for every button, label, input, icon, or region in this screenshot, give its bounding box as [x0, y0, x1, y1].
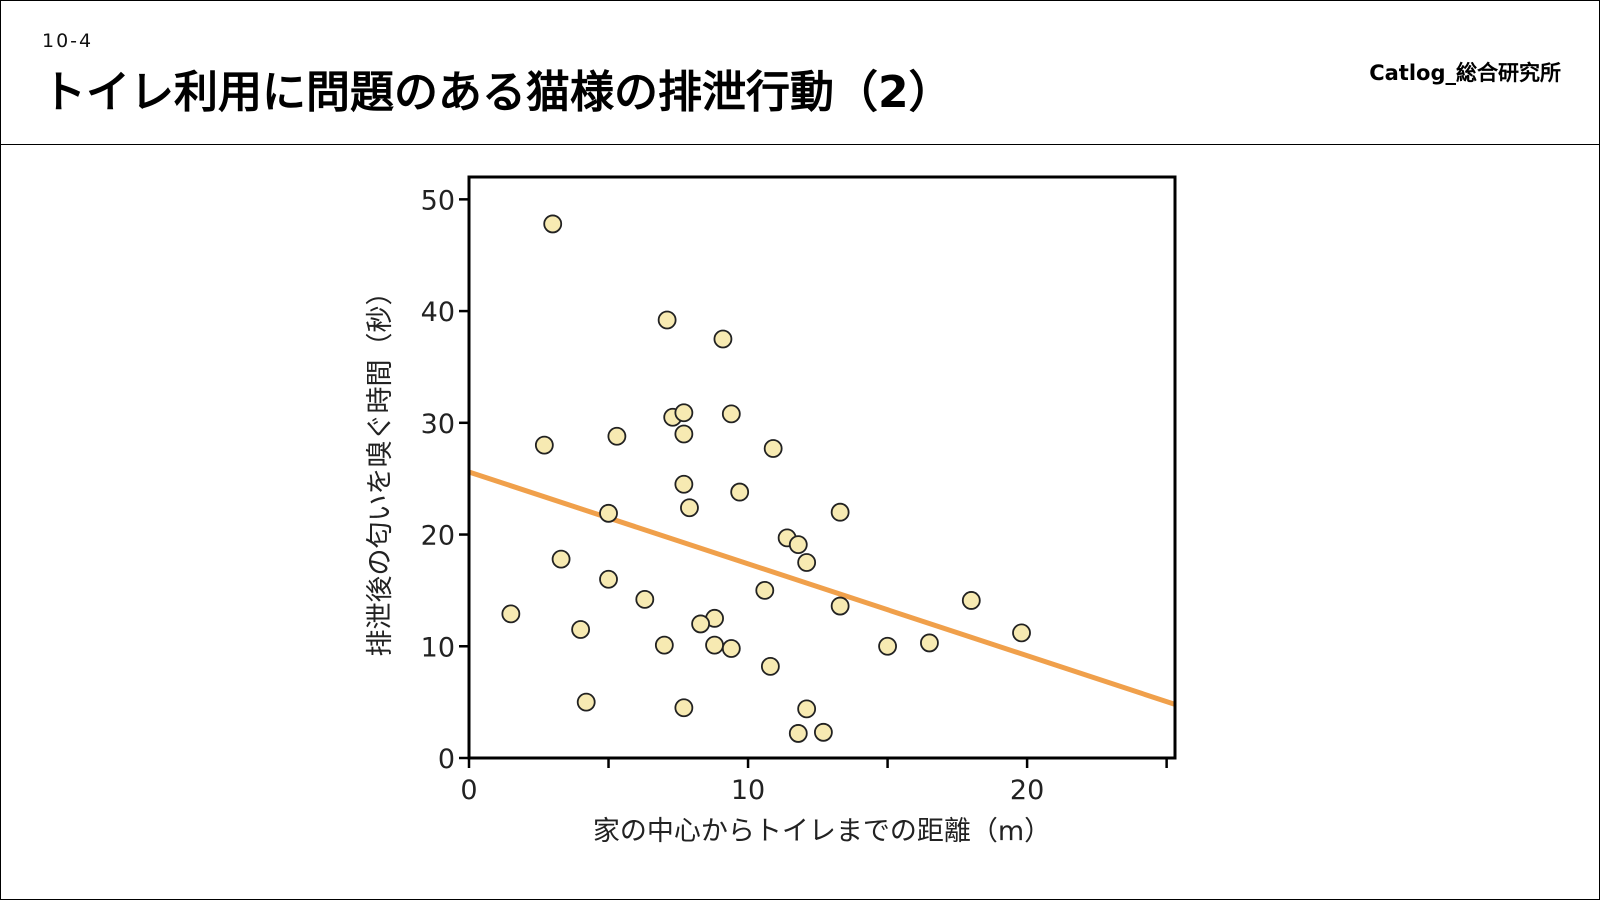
- x-tick-label: 0: [460, 775, 477, 806]
- y-tick-label: 20: [421, 521, 455, 552]
- trend-line: [468, 469, 1176, 707]
- data-point: [721, 404, 741, 424]
- plot-frame: [467, 175, 1177, 760]
- y-tick-label: 30: [421, 409, 455, 440]
- scatter-chart: 0 10 20 0 10 20 30 40 50 家の中心からトイレまでの距離（m） 排泄後の匂…: [365, 175, 1177, 847]
- data-point: [730, 482, 750, 502]
- data-point: [576, 692, 596, 712]
- data-point: [721, 639, 741, 658]
- y-tick-label: 10: [421, 632, 455, 663]
- data-point: [813, 722, 833, 742]
- data-point: [680, 498, 699, 518]
- data-point: [674, 698, 694, 718]
- data-point: [691, 614, 711, 634]
- y-axis-label: 排泄後の匂いを嗅ぐ時間（秒）: [365, 279, 396, 657]
- data-point: [599, 503, 618, 523]
- data-point: [878, 636, 897, 656]
- data-point: [713, 329, 733, 349]
- data-point: [830, 596, 850, 616]
- y-tick-label: 50: [421, 185, 455, 216]
- data-point: [797, 553, 817, 572]
- data-point: [551, 549, 571, 569]
- brand-logo-text: Catlog_総合研究所: [1369, 61, 1561, 85]
- slide-header: 10-4 トイレ利用に問題のある猫様の排泄行動（2） Catlog_総合研究所: [1, 1, 1599, 145]
- data-point: [920, 633, 939, 653]
- data-point: [657, 310, 677, 330]
- x-tick-label: 20: [1010, 775, 1044, 806]
- data-point: [534, 435, 554, 455]
- data-point: [760, 656, 780, 676]
- slide-title: トイレ利用に問題のある猫様の排泄行動（2）: [42, 67, 953, 118]
- data-point: [788, 724, 808, 743]
- data-point: [599, 569, 618, 589]
- data-point: [501, 604, 521, 624]
- data-point: [797, 699, 817, 719]
- chart-area: 0 10 20 0 10 20 30 40 50 家の中心からトイレまでの距離（m） 排泄後の匂…: [1, 145, 1599, 899]
- x-axis-label: 家の中心からトイレまでの距離（m）: [593, 816, 1051, 847]
- data-point: [788, 535, 808, 554]
- data-point: [830, 502, 850, 522]
- data-point: [543, 214, 563, 234]
- section-number: 10-4: [42, 30, 94, 52]
- data-point: [961, 591, 981, 610]
- x-tick-label: 10: [731, 775, 765, 806]
- y-tick-label: 0: [438, 744, 455, 775]
- y-tick-label: 40: [421, 297, 455, 328]
- data-point: [755, 581, 775, 600]
- data-point: [635, 589, 655, 609]
- data-point: [674, 474, 694, 494]
- data-point: [705, 635, 724, 655]
- data-point: [674, 424, 694, 444]
- data-point: [1012, 623, 1031, 643]
- data-point: [763, 439, 783, 458]
- data-point: [607, 426, 627, 446]
- data-point: [654, 635, 674, 655]
- data-point: [674, 403, 694, 423]
- data-point: [571, 620, 591, 639]
